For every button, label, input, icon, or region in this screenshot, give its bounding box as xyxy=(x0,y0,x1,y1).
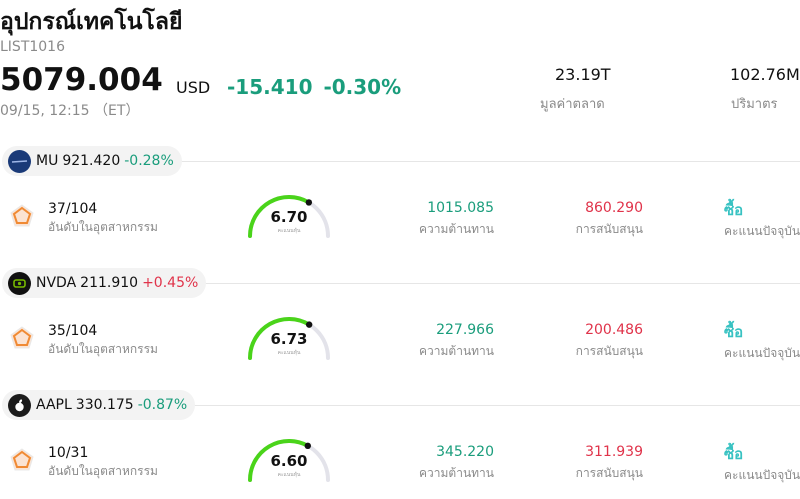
rating-value[interactable]: ซื้อ xyxy=(724,445,744,463)
stock-price: 330.175 xyxy=(75,397,134,413)
change-value: -15.410 xyxy=(227,75,313,99)
gauge-fill xyxy=(248,317,312,360)
stock-score-label: คะแนนหุ้น xyxy=(277,472,301,478)
support-value: 200.486 xyxy=(585,322,643,338)
resistance-value: 345.220 xyxy=(436,444,494,460)
nvidia-logo-icon xyxy=(8,271,31,295)
stock-symbol: NVDA xyxy=(36,275,77,291)
support-label: การสนับสนุน xyxy=(575,344,643,358)
gauge-marker xyxy=(305,321,313,328)
price-change: -15.410 -0.30% xyxy=(227,75,401,99)
market-cap-label: มูลค่าตลาด xyxy=(540,97,605,112)
stock-score: 6.60 xyxy=(270,452,308,470)
resistance-value: 1015.085 xyxy=(427,200,494,216)
resistance-value: 227.966 xyxy=(436,322,494,338)
stock-pill-mu[interactable]: MU 921.420 -0.28% xyxy=(2,146,182,176)
currency-label: USD xyxy=(176,78,211,97)
industry-rank-label: อันดับในอุตสาหกรรม xyxy=(48,220,158,234)
row-divider xyxy=(180,405,800,406)
industry-rank: 37/104 xyxy=(48,201,98,217)
stock-pill-nvda[interactable]: NVDA 211.910 +0.45% xyxy=(2,268,207,298)
industry-rank-label: อันดับในอุตสาหกรรม xyxy=(48,342,158,356)
stock-score: 6.73 xyxy=(270,330,308,348)
stock-score-label: คะแนนหุ้น xyxy=(277,228,301,234)
support-label: การสนับสนุน xyxy=(575,466,643,480)
index-code: LIST1016 xyxy=(0,39,65,55)
row-divider xyxy=(180,283,800,284)
resistance-label: ความต้านทาน xyxy=(419,466,494,480)
industry-rank: 10/31 xyxy=(48,445,89,461)
stock-change-percent: +0.45% xyxy=(142,275,199,291)
resistance-label: ความต้านทาน xyxy=(419,344,494,358)
stock-price: 921.420 xyxy=(62,153,121,169)
stock-score-label: คะแนนหุ้น xyxy=(277,350,301,356)
support-label: การสนับสนุน xyxy=(575,222,643,236)
row-divider xyxy=(180,161,800,162)
gauge-fill xyxy=(248,195,311,238)
industry-rank-label: อันดับในอุตสาหกรรม xyxy=(48,464,158,478)
stock-symbol: MU xyxy=(36,153,59,169)
gauge-marker xyxy=(305,199,313,206)
rating-label: คะแนนปัจจุบัน xyxy=(724,346,800,360)
stock-change-percent: -0.87% xyxy=(137,397,188,413)
rating-value[interactable]: ซื้อ xyxy=(724,323,744,341)
industry-rank: 35/104 xyxy=(48,323,98,339)
index-price: 5079.004 xyxy=(0,62,163,98)
resistance-label: ความต้านทาน xyxy=(419,222,494,236)
score-gauge xyxy=(244,434,334,486)
rating-label: คะแนนปัจจุบัน xyxy=(724,468,800,482)
volume-label: ปริมาตร xyxy=(731,97,778,112)
score-gauge xyxy=(244,312,334,364)
support-value: 860.290 xyxy=(585,200,643,216)
rating-value[interactable]: ซื้อ xyxy=(724,201,744,219)
page-title: อุปกรณ์เทคโนโลยี xyxy=(0,9,183,35)
apple-logo-icon xyxy=(8,393,31,417)
pentagon-rank-icon xyxy=(8,446,36,474)
timestamp: 09/15, 12:15 （ET） xyxy=(0,103,140,119)
micron-logo-icon xyxy=(8,149,31,173)
stock-score: 6.70 xyxy=(270,208,308,226)
support-value: 311.939 xyxy=(585,444,643,460)
pentagon-rank-icon xyxy=(8,202,36,230)
gauge-fill xyxy=(248,439,310,482)
market-cap-value: 23.19T xyxy=(555,65,611,84)
stock-pill-aapl[interactable]: AAPL 330.175 -0.87% xyxy=(2,390,196,420)
stock-symbol: AAPL xyxy=(36,397,72,413)
stock-price: 211.910 xyxy=(80,275,139,291)
score-gauge xyxy=(244,190,334,242)
change-percent: -0.30% xyxy=(323,75,402,99)
gauge-marker xyxy=(304,442,311,450)
volume-value: 102.76M xyxy=(730,65,800,84)
rating-label: คะแนนปัจจุบัน xyxy=(724,224,800,238)
stock-change-percent: -0.28% xyxy=(124,153,174,169)
pentagon-rank-icon xyxy=(8,324,36,352)
